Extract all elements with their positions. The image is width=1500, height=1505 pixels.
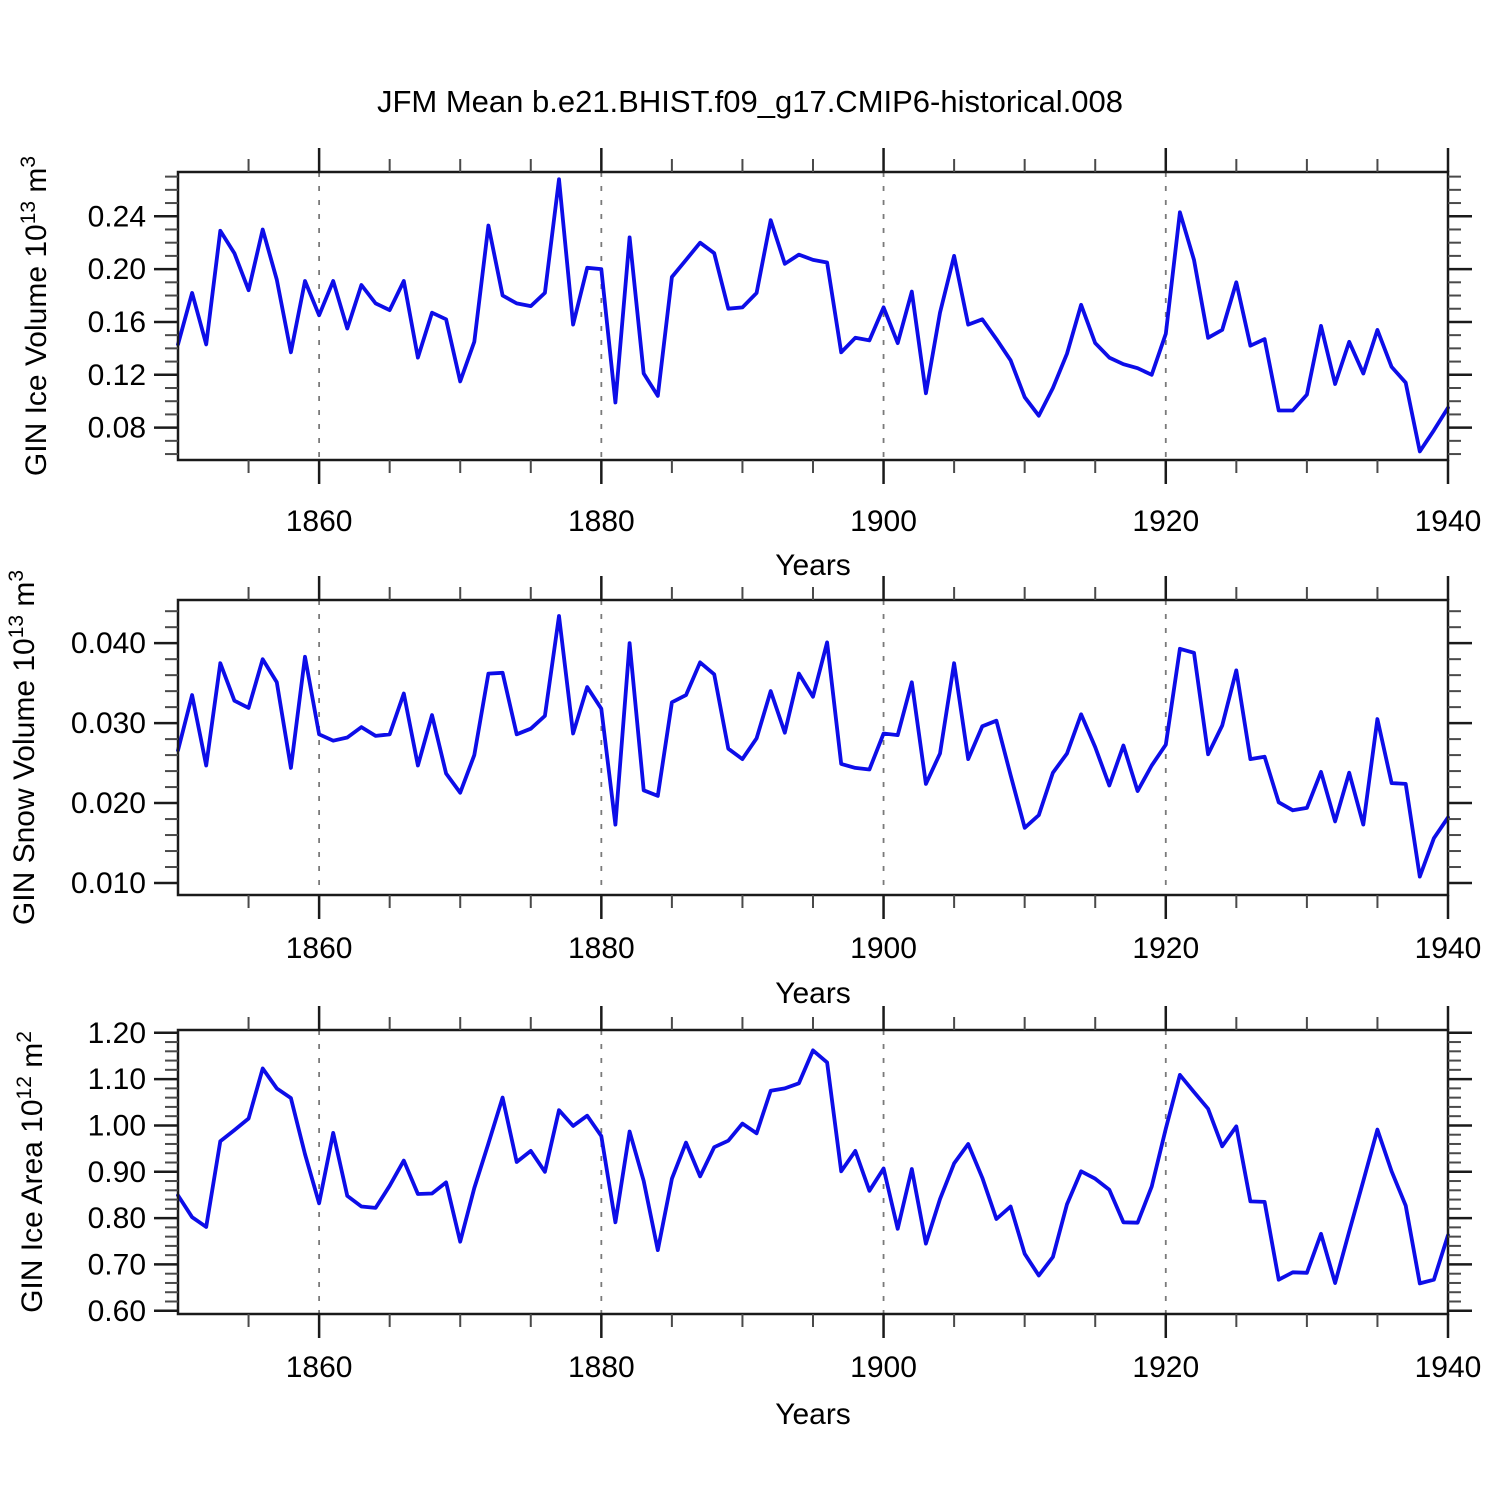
x-tick-label: 1880 — [568, 1351, 635, 1384]
y-axis-label: GIN Ice Area 1012 m2 — [13, 1031, 49, 1313]
panel-gin-snow-volume: 1860 1880 1900 1920 1940 0.010 0.020 0.030 0.040… — [5, 570, 1481, 1010]
y-tick-label: 1.20 — [88, 1017, 146, 1050]
x-tick-label: 1860 — [286, 1351, 353, 1384]
x-tick-label: 1940 — [1415, 505, 1482, 538]
x-axis-label: Years — [775, 549, 851, 582]
y-tick-label: 0.040 — [71, 627, 146, 660]
x-tick-label: 1880 — [568, 505, 635, 538]
y-tick-label: 0.80 — [88, 1202, 146, 1235]
y-tick-label: 0.16 — [88, 306, 146, 339]
chart-title: JFM Mean b.e21.BHIST.f09_g17.CMIP6-histo… — [377, 84, 1123, 119]
data-line-gin-ice-volume — [176, 177, 1450, 454]
x-axis-label: Years — [775, 977, 851, 1010]
y-tick-label: 1.00 — [88, 1109, 146, 1142]
y-tick-label: 0.90 — [88, 1156, 146, 1189]
data-line-gin-snow-volume — [176, 614, 1450, 879]
y-tick-label: 0.020 — [71, 787, 146, 820]
data-line-gin-ice-area — [176, 1048, 1450, 1286]
x-tick-label: 1860 — [286, 932, 353, 965]
x-tick-label: 1920 — [1132, 932, 1199, 965]
x-tick-label: 1900 — [850, 932, 917, 965]
y-tick-label: 0.08 — [88, 412, 146, 445]
panel-gin-ice-volume: 1860 1880 1900 1920 1940 0.08 0.12 0.16 0.20 0.24… — [17, 148, 1481, 582]
x-tick-label: 1860 — [286, 505, 353, 538]
x-tick-label: 1940 — [1415, 932, 1482, 965]
x-tick-label: 1900 — [850, 1351, 917, 1384]
y-axis-label: GIN Ice Volume 1013 m3 — [17, 156, 53, 476]
plot-frame — [176, 170, 1450, 462]
x-tick-label: 1940 — [1415, 1351, 1482, 1384]
x-tick-label: 1920 — [1132, 1351, 1199, 1384]
y-axis-label: GIN Snow Volume 1013 m3 — [5, 570, 41, 925]
x-tick-label: 1920 — [1132, 505, 1199, 538]
y-tick-label: 0.70 — [88, 1248, 146, 1281]
plot-frame — [176, 598, 1450, 897]
y-tick-label: 0.12 — [88, 359, 146, 392]
y-tick-label: 0.60 — [88, 1295, 146, 1328]
y-tick-label: 1.10 — [88, 1063, 146, 1096]
x-tick-label: 1900 — [850, 505, 917, 538]
y-tick-label: 0.010 — [71, 867, 146, 900]
y-tick-label: 0.24 — [88, 200, 146, 233]
plot-frame — [176, 1028, 1450, 1316]
panel-gin-ice-area: 1860 1880 1900 1920 1940 0.60 0.70 0.80 0.90 1.00… — [13, 1006, 1481, 1431]
x-tick-label: 1880 — [568, 932, 635, 965]
x-axis-label: Years — [775, 1398, 851, 1431]
y-tick-label: 0.030 — [71, 707, 146, 740]
y-tick-label: 0.20 — [88, 253, 146, 286]
